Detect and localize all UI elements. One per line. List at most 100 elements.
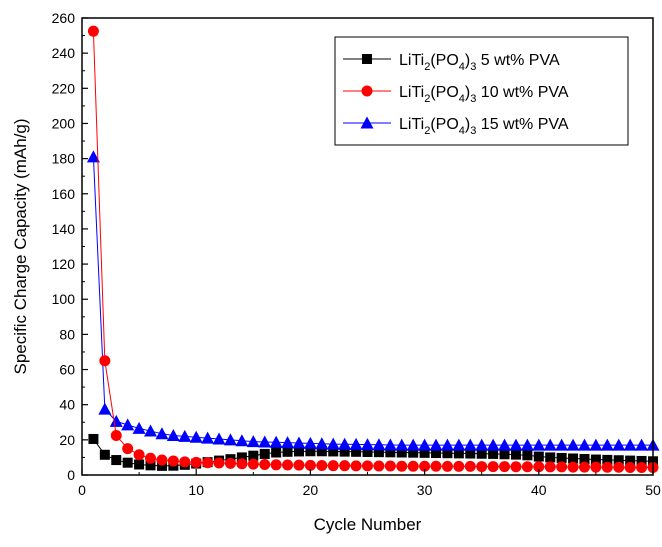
y-tick-label: 220 xyxy=(52,80,76,96)
y-tick-label: 160 xyxy=(52,186,76,202)
data-point xyxy=(600,438,614,451)
y-tick-label: 60 xyxy=(59,362,75,378)
y-axis-title: Specific Charge Capacity (mAh/g) xyxy=(11,118,30,374)
data-point xyxy=(521,461,533,473)
data-point xyxy=(509,438,523,451)
data-point xyxy=(578,461,590,473)
data-point xyxy=(431,448,442,459)
data-point xyxy=(579,454,590,465)
data-point xyxy=(429,438,443,451)
legend-text-part: ) xyxy=(465,116,470,133)
data-point xyxy=(156,460,167,471)
data-point xyxy=(373,447,384,458)
y-tick-label: 200 xyxy=(52,115,76,131)
data-point xyxy=(419,460,431,472)
data-point xyxy=(201,431,215,444)
data-point xyxy=(465,448,476,459)
data-point xyxy=(133,449,145,461)
legend-subscript: 2 xyxy=(424,125,430,137)
series-layer xyxy=(86,25,660,473)
data-point xyxy=(476,448,487,459)
legend-marker xyxy=(361,85,373,97)
legend-subscript: 3 xyxy=(470,61,476,73)
data-point xyxy=(635,438,649,451)
data-point xyxy=(613,461,625,473)
y-tick-label: 0 xyxy=(67,467,75,483)
data-point xyxy=(602,454,613,465)
data-point xyxy=(259,448,270,459)
y-tick-label: 180 xyxy=(52,151,76,167)
legend-text-part: 10 wt% PVA xyxy=(476,84,569,101)
y-tick-label: 120 xyxy=(52,256,76,272)
x-tick-label: 30 xyxy=(417,482,433,498)
data-point xyxy=(303,436,317,449)
legend-subscript: 4 xyxy=(459,93,465,105)
data-point xyxy=(361,438,374,451)
data-point xyxy=(373,460,385,472)
data-point xyxy=(304,459,316,471)
data-point xyxy=(385,447,396,458)
data-point xyxy=(442,448,453,459)
data-point xyxy=(282,459,294,471)
legend-subscript: 2 xyxy=(424,61,430,73)
series-triangle xyxy=(86,150,660,451)
data-point xyxy=(223,433,237,446)
data-point xyxy=(98,402,112,415)
data-point xyxy=(533,451,544,462)
data-point xyxy=(625,455,636,466)
data-point xyxy=(190,456,202,468)
data-point xyxy=(636,461,648,473)
data-point xyxy=(453,448,464,459)
data-point xyxy=(122,457,133,468)
data-point xyxy=(636,455,647,466)
legend-text-part: LiTi xyxy=(399,52,424,69)
data-point xyxy=(475,438,489,451)
data-point xyxy=(246,435,260,448)
data-point xyxy=(145,452,157,464)
y-tick-label: 20 xyxy=(59,432,75,448)
legend-text-part: ) xyxy=(465,52,470,69)
data-point xyxy=(338,437,352,450)
data-point xyxy=(156,454,168,466)
data-point xyxy=(395,438,409,451)
data-point xyxy=(236,452,247,463)
data-point xyxy=(486,438,500,451)
data-point xyxy=(99,355,111,367)
data-point xyxy=(166,428,180,441)
data-point xyxy=(556,461,568,473)
legend-text-part: (PO xyxy=(430,116,458,133)
data-point xyxy=(326,437,340,450)
data-point xyxy=(315,437,329,450)
data-point xyxy=(144,424,158,437)
data-point xyxy=(258,435,272,448)
data-point xyxy=(545,452,556,463)
legend-subscript: 2 xyxy=(424,93,430,105)
legend-subscript: 3 xyxy=(470,93,476,105)
data-point xyxy=(498,438,512,451)
data-point xyxy=(248,450,259,461)
data-point xyxy=(464,460,476,472)
x-tick-label: 0 xyxy=(78,482,86,498)
data-point xyxy=(134,459,145,470)
data-point xyxy=(316,446,327,457)
legend-text-part: LiTi xyxy=(399,84,424,101)
data-point xyxy=(293,459,305,471)
data-point xyxy=(463,438,477,451)
data-point xyxy=(566,438,580,451)
data-point xyxy=(590,461,602,473)
legend-label: LiTi2(PO4)3 5 wt% PVA xyxy=(399,52,560,73)
data-point xyxy=(568,453,579,464)
series-line xyxy=(92,156,653,446)
data-point xyxy=(419,447,430,458)
data-point xyxy=(487,461,499,473)
data-point xyxy=(441,460,453,472)
data-point xyxy=(499,461,511,473)
data-point xyxy=(339,446,350,457)
data-point xyxy=(281,436,295,449)
legend-subscript: 4 xyxy=(459,61,465,73)
legend-text-part: 15 wt% PVA xyxy=(476,116,569,133)
x-tick-label: 50 xyxy=(645,482,661,498)
